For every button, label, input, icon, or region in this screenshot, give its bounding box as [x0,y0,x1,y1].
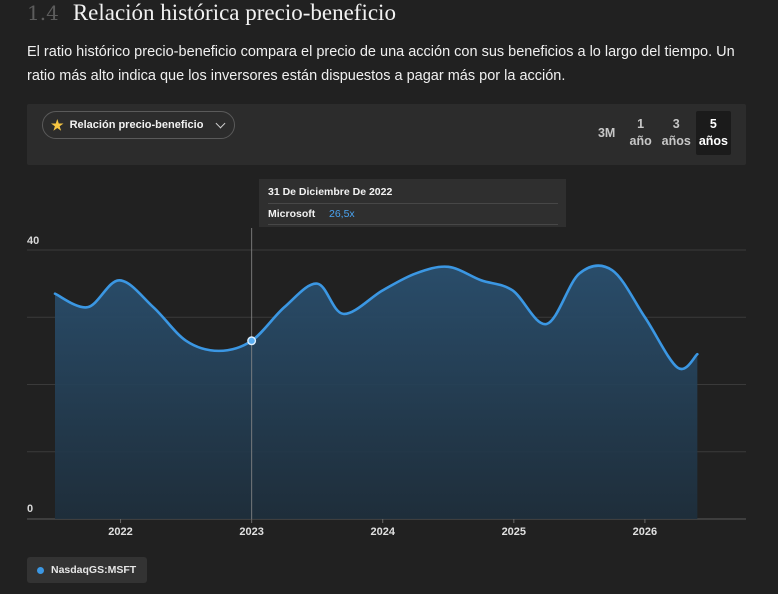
x-tick-label: 2023 [239,526,263,538]
range-1y-button[interactable]: 1 año [629,117,652,148]
chart-legend[interactable]: NasdaqGS:MSFT [27,557,148,583]
star-icon: ★ [51,117,64,133]
metric-selector-label: Relación precio-beneficio [69,119,204,131]
range-5y-button[interactable]: 5 años [695,111,731,155]
legend-dot [37,566,44,574]
metric-selector-button[interactable]: ★ Relación precio-beneficio [42,111,236,139]
chart-toolbar: ★ Relación precio-beneficio 3M 1 año 3 a… [27,104,746,165]
time-range-selector: 3M 1 año 3 años 5 años [591,111,731,155]
series-area [55,265,698,519]
section-heading: 1.4 Relación histórica precio-beneficio [27,0,396,28]
range-3m-button[interactable]: 3M [597,125,616,140]
section-description: El ratio histórico precio-beneficio comp… [27,44,735,84]
x-tick-label: 2024 [370,526,395,538]
x-tick-label: 2025 [502,526,526,538]
hover-point [247,336,257,346]
x-tick-label: 2026 [633,526,657,538]
tooltip-value: 26,5x [329,208,355,220]
y-tick-label: 0 [27,503,33,515]
section-title: Relación histórica precio-beneficio [72,0,396,25]
legend-label: NasdaqGS:MSFT [51,564,137,576]
tooltip-company: Microsoft [268,208,316,220]
section-number: 1.4 [27,1,59,25]
series-line [53,264,699,371]
tooltip-date: 31 De Diciembre De 2022 [268,186,393,198]
range-3y-button[interactable]: 3 años [661,117,691,148]
chart-tooltip: 31 De Diciembre De 2022 Microsoft 26,5x [259,179,566,227]
y-tick-label: 40 [27,235,39,247]
x-tick-label: 2022 [108,526,132,538]
